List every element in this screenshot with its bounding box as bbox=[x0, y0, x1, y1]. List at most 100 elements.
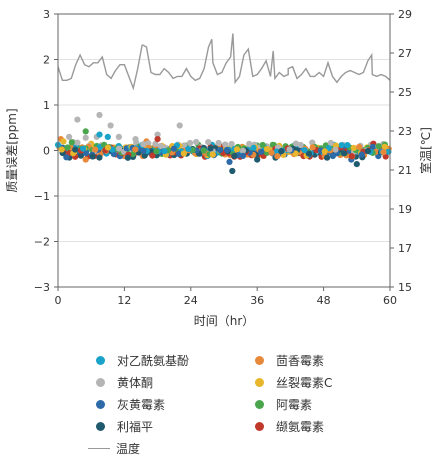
y2-tick-label: 21 bbox=[398, 164, 412, 177]
legend-item: 丝裂霉素C bbox=[255, 374, 332, 391]
data-point bbox=[250, 144, 257, 151]
data-point bbox=[96, 131, 103, 138]
data-point bbox=[157, 143, 164, 150]
data-point bbox=[327, 139, 334, 146]
data-point bbox=[96, 111, 103, 119]
legend-item-temperature: 温度 bbox=[88, 440, 140, 457]
data-point bbox=[104, 133, 111, 140]
data-point bbox=[176, 122, 183, 129]
data-point bbox=[170, 145, 177, 152]
legend-label: 黄体酮 bbox=[117, 376, 154, 390]
data-point bbox=[132, 136, 139, 143]
data-point bbox=[140, 147, 147, 154]
legend-item: 灰黄霉素 bbox=[96, 396, 165, 413]
legend-label: 对乙酰氨基酚 bbox=[117, 354, 190, 368]
points-layer bbox=[54, 111, 392, 175]
data-point bbox=[64, 144, 71, 151]
legend-line-marker bbox=[88, 448, 110, 449]
data-point bbox=[141, 152, 148, 159]
legend-marker bbox=[96, 378, 105, 387]
data-point bbox=[233, 146, 241, 153]
legend-marker bbox=[255, 356, 264, 365]
data-point bbox=[89, 153, 96, 160]
data-point bbox=[92, 146, 99, 153]
data-point bbox=[350, 144, 357, 151]
data-point bbox=[82, 128, 89, 135]
data-point bbox=[66, 133, 73, 140]
y2-tick-label: 17 bbox=[398, 242, 412, 255]
data-point bbox=[254, 156, 261, 163]
data-point bbox=[72, 146, 79, 153]
y-axis-label: 质量误差[ppm] bbox=[5, 108, 19, 192]
y2-tick-label: 25 bbox=[398, 86, 412, 99]
legend-label: 灰黄霉素 bbox=[117, 398, 166, 412]
x-tick-label: 36 bbox=[250, 294, 264, 307]
data-point bbox=[292, 150, 299, 157]
data-point bbox=[324, 154, 331, 161]
data-point bbox=[264, 145, 271, 153]
x-tick-label: 24 bbox=[184, 294, 198, 307]
data-point bbox=[207, 145, 214, 152]
data-point bbox=[145, 140, 152, 147]
x-tick-label: 60 bbox=[383, 294, 397, 307]
legend-marker bbox=[96, 400, 105, 409]
data-point bbox=[60, 138, 67, 145]
data-point bbox=[161, 148, 168, 155]
data-point bbox=[187, 139, 194, 147]
data-point bbox=[358, 151, 365, 158]
data-point bbox=[332, 146, 339, 153]
data-point bbox=[348, 153, 355, 160]
data-point bbox=[381, 143, 388, 150]
data-point bbox=[82, 156, 89, 163]
x-tick-label: 12 bbox=[117, 294, 131, 307]
data-point bbox=[231, 152, 238, 160]
data-point bbox=[226, 158, 233, 165]
data-point bbox=[353, 161, 360, 168]
y-tick-label: 2 bbox=[43, 54, 50, 67]
data-point bbox=[274, 153, 281, 160]
data-point bbox=[209, 151, 216, 158]
data-point bbox=[124, 154, 131, 161]
x-tick-label: 0 bbox=[55, 294, 62, 307]
data-point bbox=[297, 141, 304, 149]
data-point bbox=[175, 150, 182, 157]
data-point bbox=[369, 143, 377, 150]
legend-item: 阿霉素 bbox=[255, 396, 312, 413]
data-point bbox=[309, 144, 316, 151]
data-point bbox=[181, 142, 188, 149]
x-tick-label: 48 bbox=[317, 294, 331, 307]
data-point bbox=[77, 152, 84, 159]
data-point bbox=[140, 141, 147, 148]
y-tick-label: −2 bbox=[34, 236, 50, 249]
data-point bbox=[152, 140, 159, 147]
data-point bbox=[246, 140, 253, 147]
legend-item: 对乙酰氨基酚 bbox=[96, 352, 189, 369]
legend-marker bbox=[255, 422, 264, 431]
data-point bbox=[104, 144, 112, 151]
legend-item: 缬氨霉素 bbox=[255, 418, 324, 435]
data-point bbox=[258, 148, 265, 155]
data-point bbox=[185, 145, 192, 153]
data-point bbox=[107, 122, 114, 129]
legend-marker bbox=[255, 400, 264, 409]
data-point bbox=[132, 146, 139, 153]
data-point bbox=[149, 152, 156, 159]
data-point bbox=[292, 140, 300, 147]
data-point bbox=[74, 116, 81, 123]
data-point bbox=[286, 146, 293, 153]
data-point bbox=[96, 154, 103, 161]
temperature-line bbox=[57, 33, 391, 91]
y2-tick-label: 15 bbox=[398, 281, 412, 294]
legend-label: 阿霉素 bbox=[276, 398, 313, 412]
data-point bbox=[321, 148, 328, 155]
legend-label: 利福平 bbox=[117, 420, 154, 434]
legend-item: 黄体酮 bbox=[96, 374, 153, 391]
legend-label: 茴香霉素 bbox=[276, 354, 325, 368]
data-point bbox=[380, 149, 387, 156]
data-point bbox=[228, 140, 235, 148]
y2-axis-label: 室温[℃] bbox=[418, 127, 433, 174]
data-point bbox=[82, 150, 89, 157]
data-point bbox=[115, 133, 122, 140]
data-point bbox=[216, 147, 224, 154]
data-point bbox=[80, 145, 87, 152]
